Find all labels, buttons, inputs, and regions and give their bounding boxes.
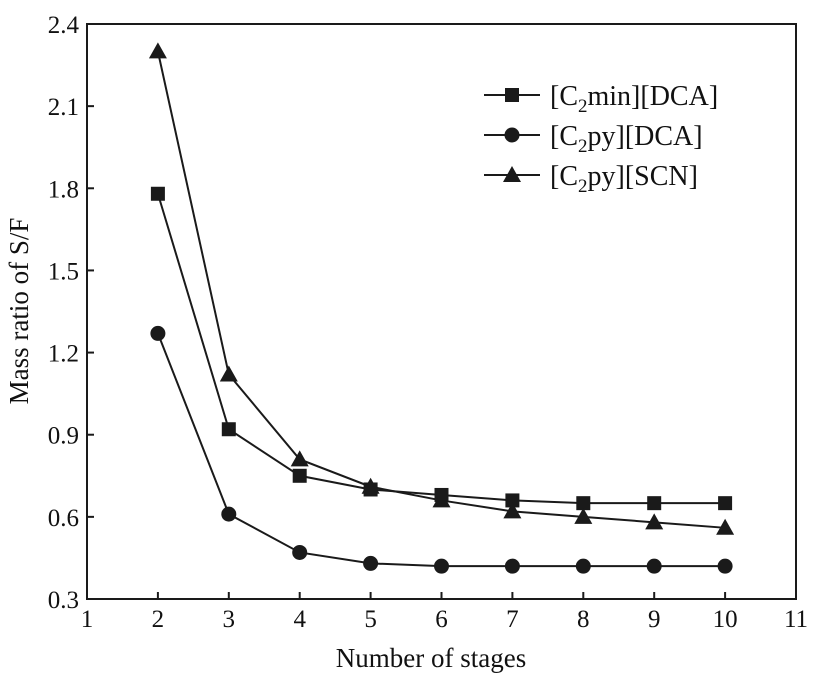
legend-marker-square [505,88,519,102]
x-tick-label: 1 [81,606,94,633]
data-point-square [576,496,591,511]
data-point-circle [150,325,166,341]
data-point-triangle [503,502,522,519]
data-point-square [718,496,733,511]
axes-ticks: 1 2 3 4 5 6 7 8 9 10 11 0.3 0.6 0.9 1.2 1.5 1.8 2.1 2.4 [48,12,808,633]
data-point-triangle [574,507,593,524]
x-tick-label: 8 [577,606,590,633]
legend-label-rest: py][DCA] [588,121,703,152]
legend-label: [C2py][DCA] [550,121,703,157]
data-point-circle [646,558,662,574]
data-point-circle [717,558,733,574]
x-axis-title: Number of stages [336,643,526,673]
data-point-circle [363,555,379,571]
x-tick-label: 6 [435,606,448,633]
legend-label: [C2min][DCA] [550,81,718,117]
legend-marker-triangle [503,166,521,182]
x-tick-label: 3 [223,606,236,633]
data-point-triangle [432,491,451,508]
legend-label-main: [C [550,81,578,112]
data-point-triangle [290,450,309,467]
legend-label: [C2py][SCN] [550,161,698,197]
data-point-circle [292,544,308,560]
data-point-square [150,186,165,201]
x-tick-label: 5 [364,606,377,633]
data-point-square [292,468,307,483]
data-point-triangle [219,365,238,382]
legend-marker-circle [504,127,520,143]
x-tick-label: 7 [506,606,519,633]
y-tick-label: 2.4 [48,12,80,39]
data-point-square [505,493,520,508]
x-tick-label: 11 [784,606,808,633]
y-tick-label: 0.6 [48,505,79,532]
series-line-circle [156,333,726,568]
y-tick-label: 0.3 [48,587,79,614]
legend-label-rest: py][SCN] [588,161,698,192]
legend-label-subscript: 2 [578,136,588,157]
data-point-triangle [645,513,664,530]
x-tick-label: 10 [713,606,738,633]
series-triangle [148,42,735,535]
data-point-circle [221,506,237,522]
series-circle [150,325,733,574]
legend-entry-square: [C2min][DCA] [484,81,718,117]
legend-label-subscript: 2 [578,96,588,117]
data-point-square [221,422,236,437]
legend-label-main: [C [550,161,578,192]
y-tick-label: 0.9 [48,423,79,450]
y-axis-title: Mass ratio of S/F [4,218,34,405]
y-tick-label: 2.1 [48,94,79,121]
legend-entry-circle: [C2py][DCA] [484,121,703,157]
x-tick-label: 2 [152,606,165,633]
y-tick-label: 1.8 [48,176,79,203]
legend: [C2min][DCA][C2py][DCA][C2py][SCN] [484,81,718,197]
y-tick-label: 1.5 [48,258,79,285]
x-tick-label: 9 [648,606,661,633]
legend-label-subscript: 2 [578,176,588,197]
series-layer [148,42,735,574]
y-tick-label: 1.2 [48,341,79,368]
data-point-triangle [361,477,380,494]
data-point-triangle [716,518,735,535]
series-line-square [156,193,726,505]
data-point-circle [504,558,520,574]
series-square [150,186,733,511]
data-point-triangle [148,42,167,59]
legend-label-rest: min][DCA] [588,81,719,112]
data-point-circle [575,558,591,574]
legend-label-main: [C [550,121,578,152]
data-point-square [647,496,662,511]
legend-entry-triangle: [C2py][SCN] [484,161,698,197]
x-tick-label: 4 [293,606,306,633]
data-point-circle [434,558,449,574]
